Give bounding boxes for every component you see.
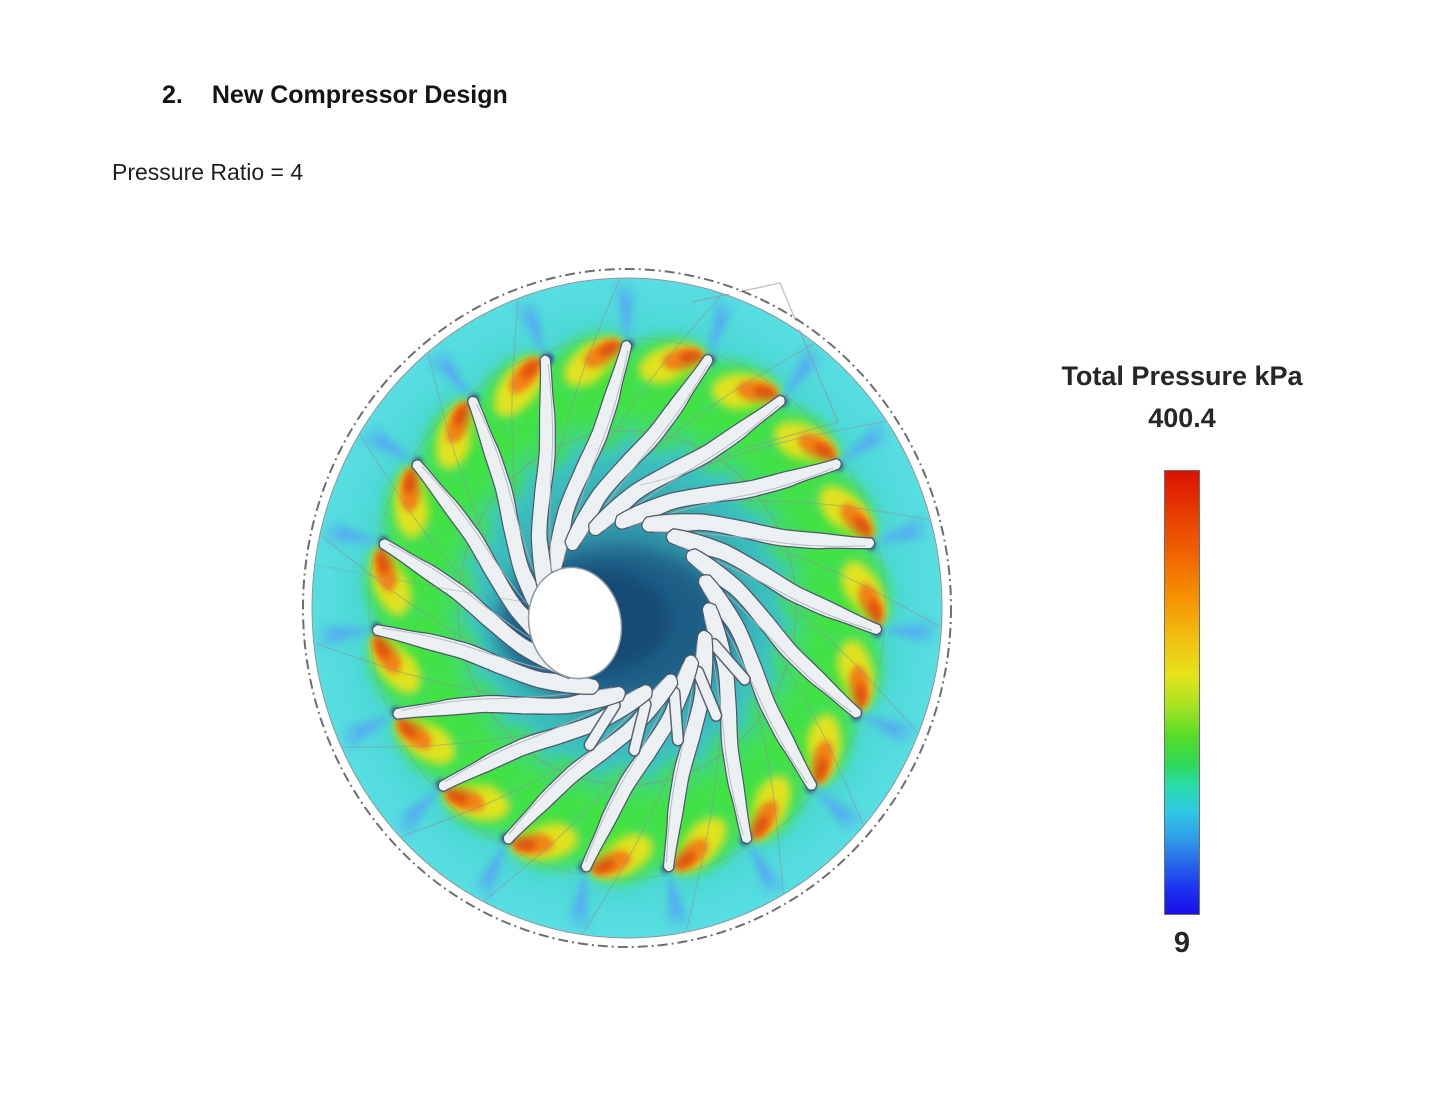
section-number: 2.	[162, 81, 183, 109]
legend-title: Total Pressure kPa	[1061, 361, 1303, 391]
impeller-contour-plot	[302, 268, 952, 948]
section-title: New Compressor Design	[211, 81, 508, 109]
legend-max-value: 400.4	[1148, 403, 1216, 433]
colorbar	[1164, 470, 1200, 915]
legend-min-value: 9	[1173, 927, 1191, 959]
section-heading: 2. New Compressor Design	[162, 81, 508, 110]
pressure-ratio-text: Pressure Ratio = 4	[112, 159, 304, 185]
colorbar-legend: Total Pressure kPa 400.4 9	[1040, 360, 1324, 960]
hub-bore	[527, 566, 623, 680]
disk-rim	[302, 268, 952, 948]
